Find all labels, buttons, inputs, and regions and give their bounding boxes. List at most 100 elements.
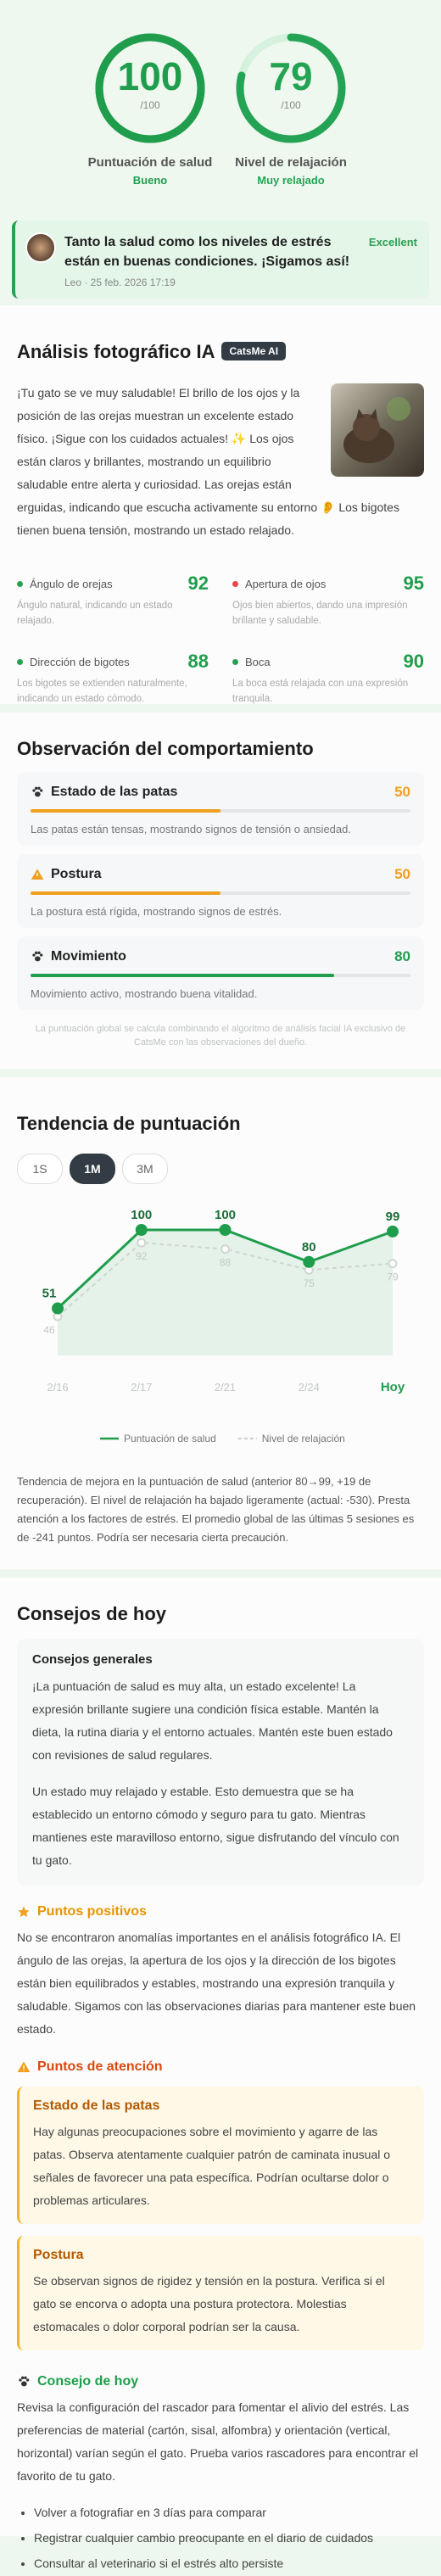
gauge-ring: 100/100	[95, 33, 205, 143]
section-title: Análisis fotográfico IA CatsMe AI	[17, 341, 424, 363]
value-label: 51	[42, 1287, 57, 1301]
behavior-card: Movimiento 80 Movimiento activo, mostrando…	[17, 936, 424, 1010]
metric: Boca 90 La boca está relajada con una expr…	[232, 651, 424, 707]
behavior-name: Movimiento	[51, 949, 126, 964]
gauge-label: Puntuación de salud	[87, 155, 213, 170]
behavior-head: Postura 50	[31, 866, 410, 883]
card-title: Consejos generales	[32, 1652, 153, 1667]
behavior-name: Estado de las patas	[51, 785, 178, 799]
metric-name: Boca	[245, 655, 271, 668]
progress-track	[31, 974, 410, 977]
attention-list: Estado de las patas Hay algunas preocupac…	[17, 2087, 424, 2350]
progress-bar	[31, 974, 335, 977]
x-tick-label: 2/16	[47, 1381, 68, 1394]
behavior-desc: Movimiento activo, mostrando buena vital…	[31, 987, 258, 1000]
ai-badge: CatsMe AI	[221, 342, 287, 360]
point	[135, 1224, 148, 1236]
section-title: Observación del comportamiento	[17, 738, 314, 759]
behavior-head: Movimiento 80	[31, 948, 410, 965]
range-selector: 1S 1M 3M	[17, 1154, 424, 1184]
behavior-card: Postura 50 La postura está rígida, mostran…	[17, 854, 424, 928]
point	[303, 1255, 315, 1268]
action-item: Consultar al veterinario si el estrés al…	[34, 2551, 424, 2576]
value-label: 79	[387, 1271, 399, 1283]
area	[58, 1230, 393, 1355]
gauge-scale: /100	[140, 99, 160, 111]
warning-icon	[31, 869, 44, 880]
behavior-head: Estado de las patas 50	[31, 784, 410, 801]
metric-dot	[232, 580, 238, 587]
metric-name: Apertura de ojos	[245, 577, 327, 590]
paw-toe	[40, 953, 43, 957]
score-section: 100/100 Puntuación de salud Bueno 79/100 Niv…	[0, 0, 441, 299]
range-button[interactable]: 1M	[70, 1154, 115, 1184]
metric-value: 88	[187, 651, 209, 672]
behavior-desc: Las patas están tensas, mostrando signos…	[31, 823, 351, 835]
gauge-status: Bueno	[132, 174, 168, 187]
value-label: 100	[215, 1208, 236, 1222]
trend-section: Tendencia de puntuación 1S 1M 3M 46 92 88 75 7…	[0, 1077, 441, 1569]
general-paragraph: ¡La puntuación de salud es muy alta, un …	[32, 1679, 393, 1762]
behavior-note: La puntuación global se calcula combinan…	[35, 1024, 406, 1048]
value-label: 100	[131, 1208, 152, 1222]
behavior-name: Postura	[51, 867, 102, 881]
heading-text: Puntos de atención	[37, 2059, 163, 2074]
paw-pad	[35, 956, 41, 962]
positive-text: No se encontraron anomalías importantes …	[17, 1931, 416, 2036]
action-list: Volver a fotografiar en 3 días para comp…	[17, 2500, 424, 2576]
photo-section: Análisis fotográfico IA CatsMe AI ¡Tu gat…	[0, 305, 441, 704]
paw-toe	[37, 786, 41, 790]
metric-desc: La boca está relajada con una expresión …	[232, 679, 409, 704]
attention-heading: Puntos de atención	[17, 2059, 424, 2075]
gauge: 79/100 Nivel de relajación Muy relajado	[223, 29, 359, 187]
gauge-scale: /100	[281, 99, 301, 111]
title-text: Análisis fotográfico IA	[17, 341, 215, 362]
cat-photo	[331, 383, 424, 477]
general-paragraph: Un estado muy relajado y estable. Esto d…	[32, 1785, 399, 1867]
paw-icon	[19, 2376, 30, 2387]
gauge-label: Nivel de relajación	[235, 155, 347, 170]
point	[137, 1238, 147, 1248]
progress-track	[31, 891, 410, 895]
behavior-value: 80	[394, 948, 410, 964]
gauge-value: 79	[269, 54, 312, 98]
tip-text: Revisa la configuración del rascador par…	[17, 2400, 419, 2483]
metric: Dirección de bigotes 88 Los bigotes se ext…	[17, 651, 209, 707]
page: CatsMe html, body { margin: 0; padding: …	[0, 0, 441, 2519]
x-tick-label: Hoy	[381, 1380, 405, 1394]
paw-toe	[32, 953, 36, 957]
metric: Ángulo de orejas 92 Ángulo natural, indica…	[17, 573, 209, 629]
comment-card: Tanto la salud como los niveles de estré…	[12, 221, 429, 299]
metric-value: 92	[187, 573, 209, 594]
range-button[interactable]: 1S	[17, 1154, 63, 1184]
behavior-value: 50	[394, 866, 410, 882]
metric-head: Dirección de bigotes 88	[17, 651, 209, 673]
heading-text: Puntos positivos	[37, 1904, 147, 1919]
trend-summary: Tendencia de mejora en la puntuación de …	[17, 1475, 415, 1544]
tip-heading: Consejo de hoy	[17, 2374, 424, 2389]
trend-chart: 46 92 88 75 79 51 100 100 80 99 2/16 2/17 2/21 2/24 Ho…	[42, 1208, 405, 1444]
metric-name: Ángulo de orejas	[30, 577, 113, 590]
paw-toe	[37, 951, 41, 954]
paw-icon	[32, 951, 43, 962]
range-button[interactable]: 3M	[122, 1154, 168, 1184]
progress-bar	[31, 891, 220, 895]
value-label: 75	[304, 1277, 315, 1289]
value-label: 88	[220, 1257, 232, 1269]
x-tick-label: 2/24	[299, 1381, 320, 1394]
metric-dot	[17, 580, 23, 587]
metric-head: Ángulo de orejas 92	[17, 573, 209, 595]
value-label: 46	[43, 1324, 55, 1336]
attention-card: Postura Se observan signos de rigidez y t…	[17, 2236, 424, 2350]
section-title: Consejos de hoy	[17, 1603, 167, 1624]
advice-section: Consejos de hoy Consejos generales ¡La p…	[0, 1578, 441, 2570]
action-item: Registrar cualquier cambio preocupante e…	[34, 2525, 424, 2551]
warning-mark	[36, 873, 38, 876]
attention-title: Postura	[33, 2248, 84, 2262]
heading-text: Consejo de hoy	[37, 2374, 139, 2389]
point	[387, 1225, 399, 1238]
comment-meta: Leo · 25 feb. 2026 17:19	[64, 277, 176, 288]
metric: Apertura de ojos 95 Ojos bien abiertos, da…	[232, 573, 424, 629]
value-label: 92	[136, 1250, 148, 1262]
behavior-list: Estado de las patas 50 Las patas están ten…	[17, 772, 424, 1010]
